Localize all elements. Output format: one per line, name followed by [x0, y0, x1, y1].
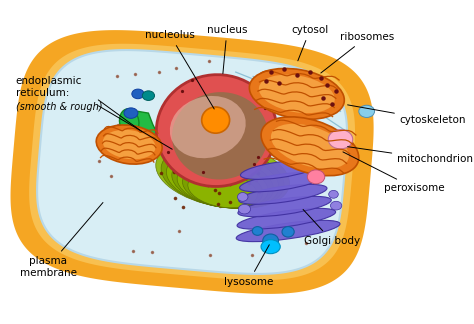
Text: nucleus: nucleus — [207, 25, 247, 74]
Ellipse shape — [359, 105, 374, 118]
Ellipse shape — [238, 204, 251, 214]
Text: (smooth & rough): (smooth & rough) — [16, 102, 102, 112]
Ellipse shape — [172, 92, 268, 179]
Ellipse shape — [238, 196, 331, 217]
Text: nucleolus: nucleolus — [146, 30, 214, 109]
Ellipse shape — [103, 130, 155, 159]
Ellipse shape — [124, 108, 138, 118]
Text: Golgi body: Golgi body — [303, 209, 360, 246]
Ellipse shape — [259, 75, 335, 113]
Ellipse shape — [282, 226, 294, 237]
Ellipse shape — [166, 151, 279, 208]
Ellipse shape — [201, 107, 229, 133]
Ellipse shape — [119, 109, 139, 135]
Ellipse shape — [263, 234, 279, 247]
Ellipse shape — [237, 208, 336, 229]
Ellipse shape — [96, 125, 162, 164]
Ellipse shape — [328, 191, 338, 198]
Ellipse shape — [307, 170, 325, 184]
Text: cytosol: cytosol — [292, 25, 328, 61]
Ellipse shape — [142, 91, 155, 100]
Ellipse shape — [261, 117, 359, 176]
Ellipse shape — [161, 145, 284, 208]
Ellipse shape — [261, 240, 280, 254]
Ellipse shape — [328, 130, 353, 149]
Text: cytoskeleton: cytoskeleton — [347, 105, 466, 125]
Ellipse shape — [132, 89, 144, 99]
Text: endoplasmic
reticulum:: endoplasmic reticulum: — [16, 76, 82, 98]
Polygon shape — [10, 30, 374, 294]
Ellipse shape — [330, 201, 342, 210]
Ellipse shape — [156, 140, 290, 209]
Ellipse shape — [252, 226, 263, 235]
Ellipse shape — [188, 172, 257, 208]
Text: lysosome: lysosome — [224, 245, 273, 287]
Ellipse shape — [240, 160, 318, 179]
Ellipse shape — [237, 192, 248, 201]
Text: peroxisome: peroxisome — [343, 152, 445, 193]
Ellipse shape — [170, 96, 246, 158]
Ellipse shape — [172, 156, 273, 208]
Polygon shape — [37, 50, 347, 274]
Ellipse shape — [239, 172, 323, 192]
Ellipse shape — [182, 167, 263, 208]
Ellipse shape — [239, 184, 327, 204]
Text: mitochondrion: mitochondrion — [347, 147, 473, 164]
Text: ribosomes: ribosomes — [321, 32, 394, 73]
Ellipse shape — [271, 124, 349, 169]
Ellipse shape — [249, 68, 344, 119]
Text: plasma
membrane: plasma membrane — [19, 202, 103, 278]
Polygon shape — [124, 111, 157, 153]
Ellipse shape — [177, 161, 268, 208]
Polygon shape — [29, 44, 355, 280]
Ellipse shape — [236, 220, 340, 242]
Ellipse shape — [156, 75, 277, 187]
